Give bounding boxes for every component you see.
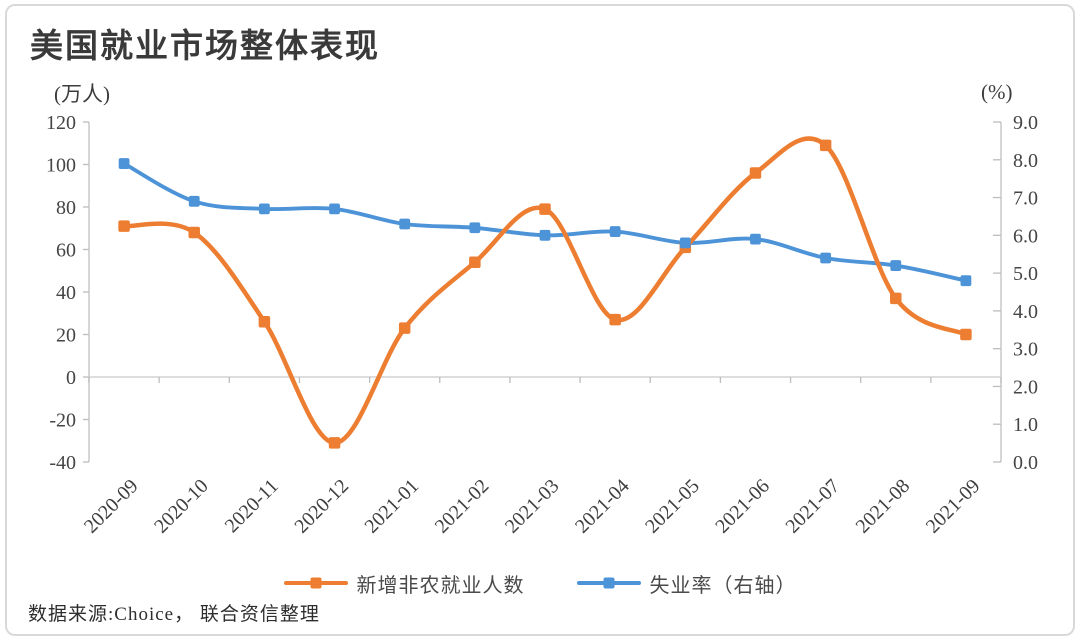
data-point-marker (469, 222, 481, 234)
x-axis-category-label: 2021-03 (501, 475, 564, 538)
x-axis-category-label: 2020-10 (150, 475, 213, 538)
data-point-marker (750, 233, 761, 245)
left-axis-unit-label: (万人) (54, 82, 110, 106)
data-point-marker (188, 226, 200, 239)
data-point-marker (329, 203, 340, 215)
right-axis-tick-label: 7.0 (1013, 188, 1038, 210)
x-axis-category-label: 2021-06 (711, 475, 774, 538)
x-axis-category-label: 2021-08 (852, 475, 915, 538)
legend-label: 失业率（右轴） (649, 574, 797, 597)
data-point-marker (188, 195, 200, 207)
right-axis-tick-label: 4.0 (1013, 301, 1038, 323)
left-axis-tick-label: 0 (66, 367, 76, 389)
right-axis-tick-label: 3.0 (1013, 339, 1038, 361)
chart-plot-area: 120 100 80 60 40 20 0 -20 -40 9.0 8.0 7.0 6.0 5.0 4.0 3… (46, 112, 1038, 538)
left-axis-tick-label: 120 (46, 112, 76, 134)
left-axis-tick-label: 80 (56, 197, 76, 219)
data-point-marker (820, 252, 832, 264)
data-point-marker (890, 292, 902, 305)
data-point-marker (258, 316, 271, 328)
x-axis-category-label: 2021-01 (361, 475, 424, 538)
data-point-marker (118, 158, 130, 169)
series-line-nonfarm-payrolls (121, 136, 969, 446)
right-axis-tick-label: 2.0 (1013, 376, 1038, 398)
right-axis-tick-label: 9.0 (1013, 112, 1038, 134)
right-axis-tick-label: 1.0 (1013, 414, 1038, 436)
data-point-marker (258, 203, 270, 215)
x-axis-category-label: 2021-09 (922, 475, 985, 538)
left-axis-tick-label: 100 (46, 155, 76, 177)
data-point-marker (960, 328, 972, 341)
data-point-marker (328, 437, 341, 449)
right-axis-unit-label: (%) (981, 80, 1013, 104)
data-point-marker (819, 139, 832, 152)
data-point-marker (539, 203, 551, 215)
data-point-marker (890, 260, 902, 271)
square-marker-icon (603, 577, 614, 589)
x-axis-category-label: 2021-05 (641, 475, 704, 538)
left-axis-tick-label: 60 (56, 240, 76, 262)
data-point-marker (399, 218, 411, 230)
left-axis-tick-label: 20 (56, 325, 76, 347)
left-axis-tick-label: -20 (49, 410, 76, 432)
x-axis-category-label: 2020-09 (80, 475, 143, 538)
left-axis-tick-label: 40 (56, 282, 76, 304)
axes (83, 121, 1002, 463)
data-point-marker (960, 275, 972, 287)
chart-title: 美国就业市场整体表现 (30, 29, 380, 65)
legend-item-nonfarm-payrolls: 新增非农就业人数 (283, 569, 525, 598)
right-axis-tick-label: 8.0 (1013, 150, 1038, 172)
square-marker-icon (310, 577, 321, 589)
data-point-marker (539, 229, 551, 241)
x-axis-category-label: 2021-04 (571, 475, 634, 538)
series-line-unemployment-rate (122, 161, 968, 283)
unemployment-rate-line-swatch-icon (576, 577, 641, 589)
x-axis-category-labels: 2020-09 2020-10 2020-11 2020-12 2021-01 2021-… (80, 475, 985, 538)
series-markers-unemployment-rate (118, 158, 972, 287)
data-point-marker (469, 256, 481, 268)
right-axis-tick-label: 0.0 (1013, 452, 1038, 474)
right-axis-tick-label: 5.0 (1013, 263, 1038, 285)
x-axis-category-label: 2020-12 (290, 475, 353, 538)
x-axis-category-label: 2020-11 (221, 475, 283, 537)
right-axis-tick-labels: 9.0 8.0 7.0 6.0 5.0 4.0 3.0 2.0 1.0 0.0 (1013, 112, 1038, 474)
x-axis-category-label: 2021-02 (431, 475, 494, 538)
x-axis-category-label: 2021-07 (781, 475, 844, 538)
nonfarm-payrolls-line-swatch-icon (283, 577, 348, 589)
legend-item-unemployment-rate: 失业率（右轴） (576, 569, 797, 598)
right-axis-tick-label: 6.0 (1013, 225, 1038, 247)
data-point-marker (679, 237, 691, 249)
data-point-marker (749, 167, 762, 179)
data-point-marker (118, 220, 130, 232)
left-axis-tick-label: -40 (49, 452, 76, 474)
data-point-marker (609, 313, 621, 326)
chart-legend: 新增非农就业人数 失业率（右轴） (0, 567, 1080, 599)
left-axis-tick-labels: 120 100 80 60 40 20 0 -20 -40 (46, 112, 76, 474)
legend-label: 新增非农就业人数 (356, 574, 525, 597)
data-point-marker (398, 322, 411, 334)
data-point-marker (609, 226, 621, 237)
source-note: 数据来源:Choice， 联合资信整理 (28, 604, 320, 625)
